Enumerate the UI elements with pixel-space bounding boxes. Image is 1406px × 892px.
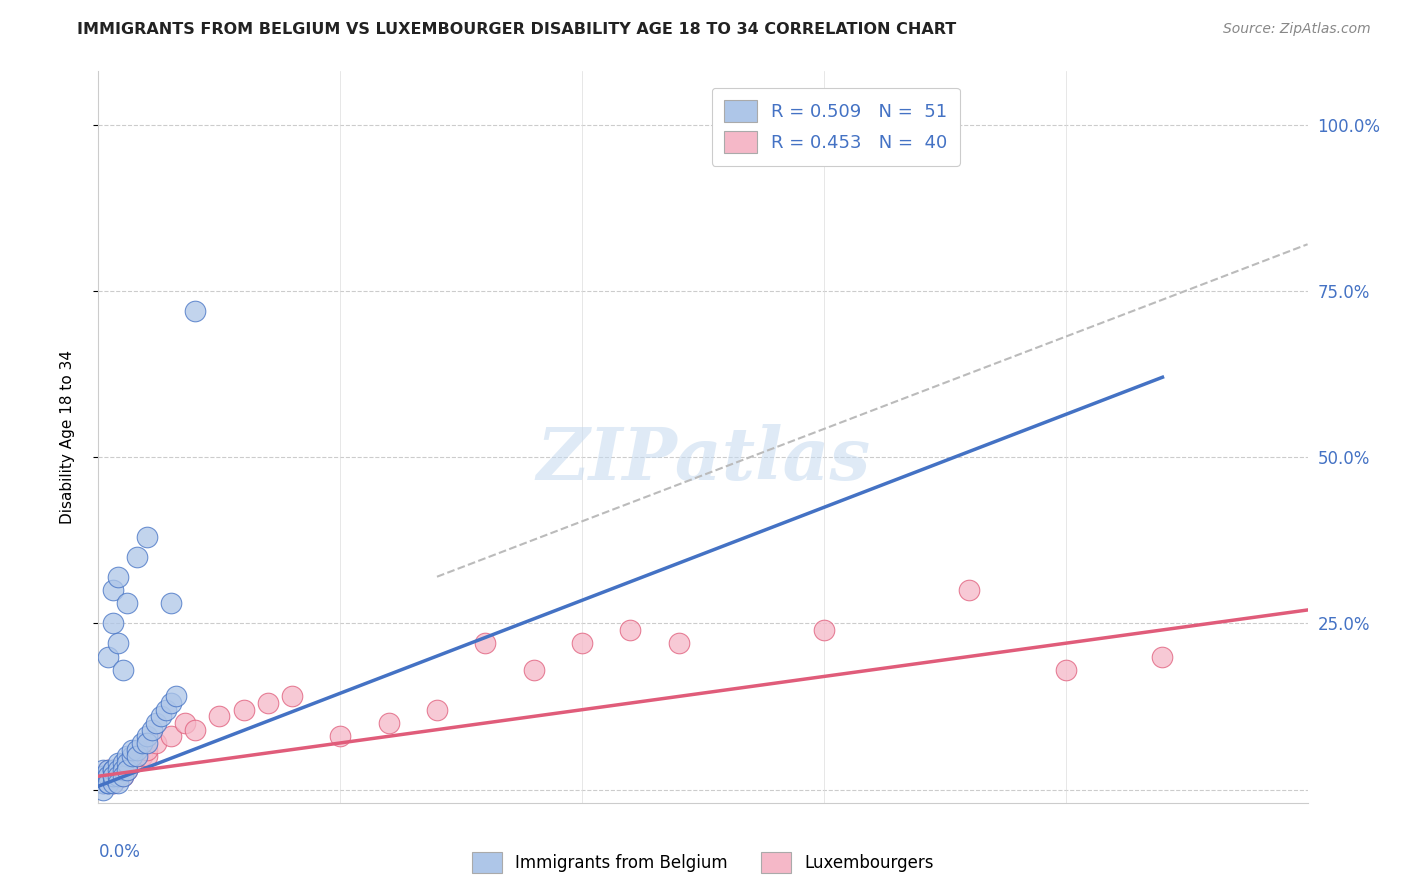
Point (1152, 649, 1174, 664)
Point (131, 736, 153, 750)
Point (91, 776, 114, 790)
Point (127, 549, 149, 564)
Point (377, 716, 399, 731)
Point (91, 776, 114, 790)
Point (127, 749, 149, 764)
Point (91, 782, 114, 797)
Point (97, 769, 120, 783)
Point (97, 769, 120, 783)
Point (117, 756, 139, 770)
Point (127, 742, 149, 756)
Point (131, 749, 153, 764)
Point (281, 690, 304, 704)
Point (101, 776, 124, 790)
Point (101, 763, 124, 777)
Point (174, 716, 197, 731)
Point (619, 623, 641, 637)
Point (107, 756, 129, 770)
Point (523, 663, 546, 677)
Point (160, 696, 183, 710)
Point (97, 649, 120, 664)
Point (135, 742, 157, 756)
Point (101, 769, 124, 783)
Point (107, 636, 129, 650)
Point (127, 749, 149, 764)
Point (184, 723, 207, 737)
Point (426, 703, 449, 717)
Text: ZIPatlas: ZIPatlas (536, 424, 870, 494)
Legend: R = 0.509   N =  51, R = 0.453   N =  40: R = 0.509 N = 51, R = 0.453 N = 40 (711, 87, 960, 166)
Point (91, 776, 114, 790)
Point (165, 690, 187, 704)
Point (208, 709, 231, 723)
Legend: Immigrants from Belgium, Luxembourgers: Immigrants from Belgium, Luxembourgers (465, 846, 941, 880)
Point (111, 769, 134, 783)
Point (107, 763, 129, 777)
Point (111, 769, 134, 783)
Point (91, 769, 114, 783)
Point (668, 636, 690, 650)
Point (256, 696, 278, 710)
Point (160, 596, 183, 610)
Point (107, 776, 129, 790)
Point (111, 763, 134, 777)
Point (111, 663, 134, 677)
Point (107, 763, 129, 777)
Point (101, 776, 124, 790)
Point (117, 763, 139, 777)
Point (101, 763, 124, 777)
Point (150, 709, 173, 723)
Point (97, 763, 120, 777)
Point (91, 769, 114, 783)
Point (117, 596, 139, 610)
Point (571, 636, 593, 650)
Point (97, 776, 120, 790)
Text: 0.0%: 0.0% (98, 843, 141, 861)
Point (813, 623, 835, 637)
Point (121, 756, 143, 770)
Point (101, 769, 124, 783)
Point (107, 769, 129, 783)
Point (160, 729, 183, 743)
Point (101, 763, 124, 777)
Point (107, 769, 129, 783)
Point (474, 636, 496, 650)
Point (97, 776, 120, 790)
Point (91, 769, 114, 783)
Point (97, 763, 120, 777)
Point (1054, 663, 1077, 677)
Point (155, 703, 177, 717)
Point (145, 716, 167, 731)
Y-axis label: Disability Age 18 to 34: Disability Age 18 to 34 (60, 350, 75, 524)
Point (135, 530, 157, 544)
Point (101, 769, 124, 783)
Point (329, 729, 352, 743)
Point (117, 749, 139, 764)
Point (91, 769, 114, 783)
Point (184, 303, 207, 318)
Point (91, 763, 114, 777)
Text: IMMIGRANTS FROM BELGIUM VS LUXEMBOURGER DISABILITY AGE 18 TO 34 CORRELATION CHAR: IMMIGRANTS FROM BELGIUM VS LUXEMBOURGER … (77, 22, 956, 37)
Point (232, 703, 254, 717)
Text: Source: ZipAtlas.com: Source: ZipAtlas.com (1223, 22, 1371, 37)
Point (117, 756, 139, 770)
Point (121, 749, 143, 764)
Point (135, 729, 157, 743)
Point (135, 736, 157, 750)
Point (101, 616, 124, 631)
Point (91, 769, 114, 783)
Point (111, 756, 134, 770)
Point (107, 570, 129, 584)
Point (111, 763, 134, 777)
Point (957, 582, 980, 597)
Point (121, 742, 143, 756)
Point (117, 763, 139, 777)
Point (101, 582, 124, 597)
Point (141, 723, 163, 737)
Point (135, 749, 157, 764)
Point (145, 736, 167, 750)
Point (97, 769, 120, 783)
Point (97, 776, 120, 790)
